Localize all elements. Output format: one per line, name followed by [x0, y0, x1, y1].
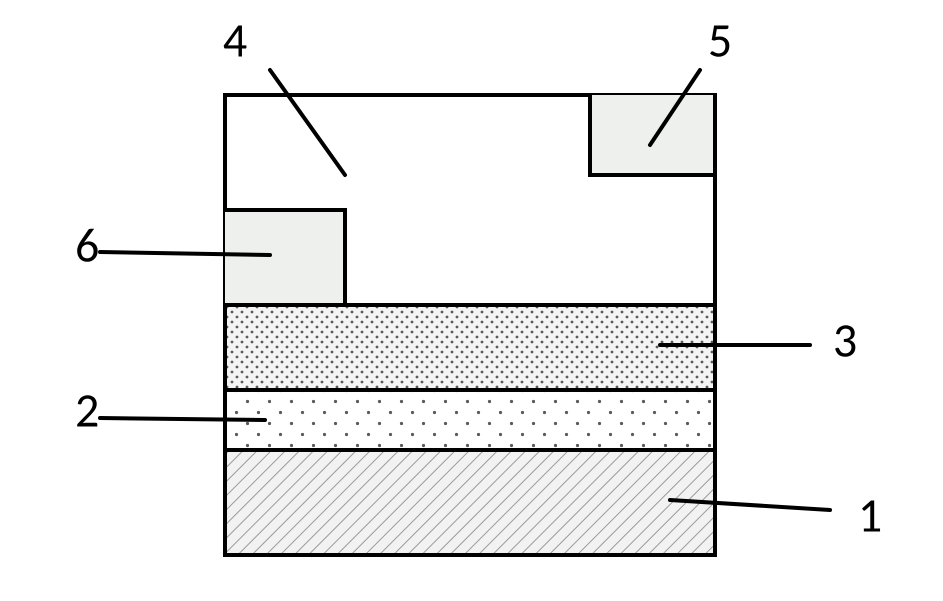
label-4: 4 — [223, 10, 247, 69]
layer-2 — [225, 390, 715, 450]
leader-2 — [100, 418, 265, 420]
box-5 — [590, 95, 715, 175]
layer-stack-diagram: 1 2 3 4 5 6 — [0, 0, 943, 601]
label-5: 5 — [708, 10, 732, 69]
label-3: 3 — [833, 310, 857, 369]
layer-3 — [225, 305, 715, 390]
label-6: 6 — [75, 215, 99, 274]
label-1: 1 — [858, 485, 882, 544]
label-2: 2 — [75, 380, 99, 439]
layer-1 — [225, 450, 715, 555]
box-6 — [225, 210, 345, 305]
